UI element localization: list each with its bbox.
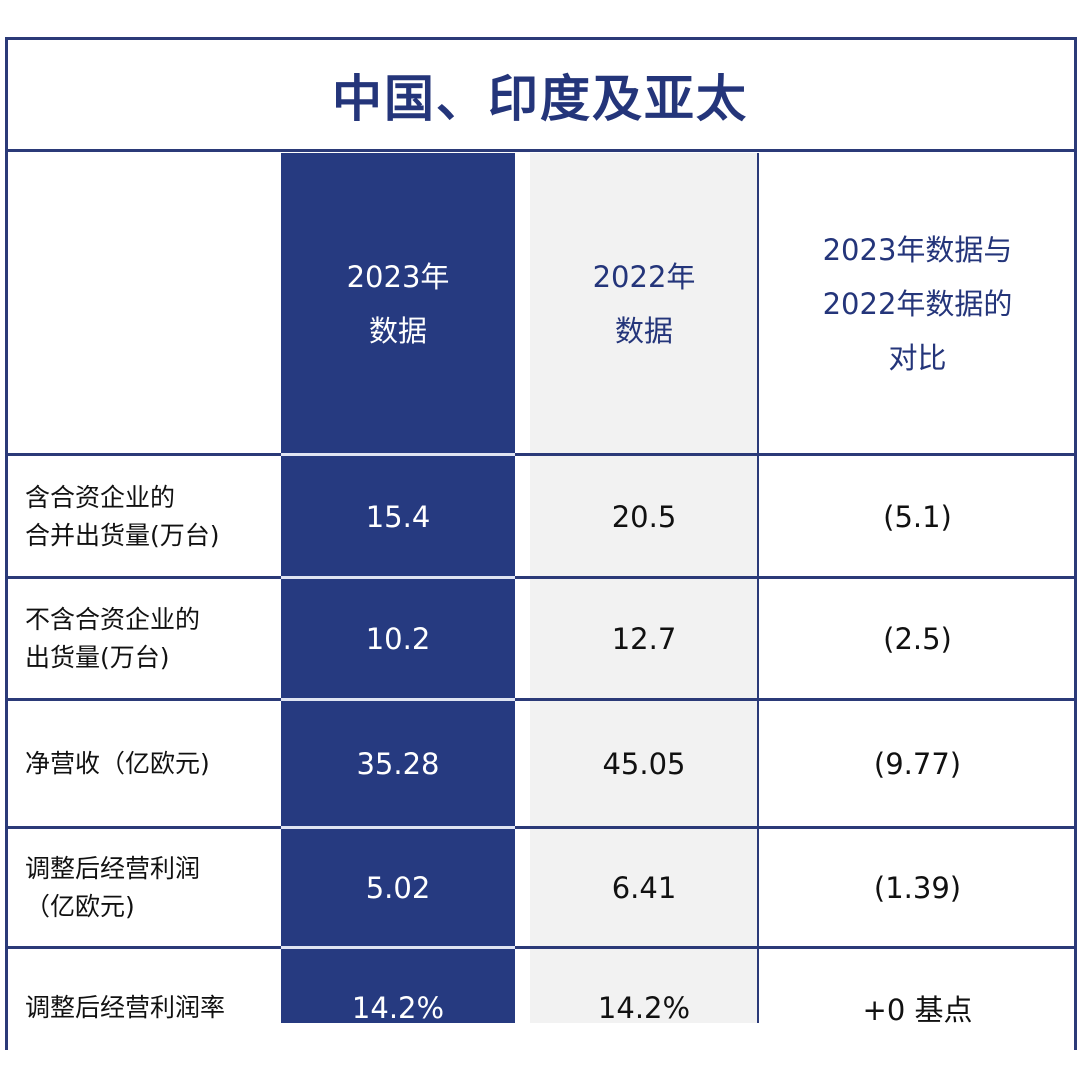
value-2022: 12.7 bbox=[611, 622, 677, 656]
header-line: 数据 bbox=[614, 314, 673, 348]
row-label: 净营收（亿欧元) bbox=[5, 700, 281, 828]
row-label-line: 合并出货量(万台) bbox=[25, 520, 220, 550]
value-2023: 35.28 bbox=[356, 747, 440, 781]
header-line: 2022年数据的 bbox=[822, 287, 1013, 321]
header-line: 2023年 bbox=[346, 260, 450, 294]
header-line: 2023年数据与 bbox=[822, 233, 1013, 267]
row-divider bbox=[5, 826, 1075, 829]
value-diff: (5.1) bbox=[883, 499, 952, 534]
row-divider bbox=[281, 453, 515, 456]
divider bbox=[757, 153, 759, 1023]
row-label-line: 含合资企业的 bbox=[25, 482, 176, 512]
value-2022: 45.05 bbox=[602, 747, 686, 781]
value-2022: 6.41 bbox=[611, 871, 677, 905]
table-frame bbox=[5, 37, 1077, 1050]
header-comparison: 2023年数据与 2022年数据的 对比 bbox=[760, 153, 1075, 455]
row-divider bbox=[281, 826, 515, 829]
row-label: 调整后经营利润 （亿欧元) bbox=[5, 828, 281, 948]
row-divider bbox=[281, 946, 515, 949]
header-line: 2022年 bbox=[592, 260, 696, 294]
row-label: 不含合资企业的 出货量(万台) bbox=[5, 578, 281, 700]
row-label-line: 出货量(万台) bbox=[25, 643, 170, 672]
row-label-line: 调整后经营利润率 bbox=[25, 993, 226, 1022]
row-label: 调整后经营利润率 bbox=[5, 948, 281, 1068]
column-2022-background bbox=[530, 153, 758, 1023]
column-2023-background bbox=[281, 153, 515, 1023]
value-diff: (1.39) bbox=[873, 871, 962, 905]
row-divider bbox=[5, 698, 1075, 701]
value-diff: (2.5) bbox=[883, 622, 952, 656]
table-title: 中国、印度及亚太 bbox=[332, 70, 748, 128]
row-divider bbox=[281, 698, 515, 701]
row-label-line: 调整后经营利润 bbox=[25, 854, 201, 883]
row-divider bbox=[281, 576, 515, 579]
value-2023: 5.02 bbox=[365, 871, 431, 905]
divider bbox=[5, 149, 1075, 152]
row-label-line: 不含合资企业的 bbox=[25, 605, 201, 634]
value-2022: 20.5 bbox=[611, 499, 677, 534]
row-label-line: 净营收（亿欧元) bbox=[25, 749, 210, 778]
value-diff: (9.77) bbox=[873, 747, 962, 781]
header-2022: 2022年数据 bbox=[530, 153, 758, 455]
value-2022: 14.2% bbox=[597, 991, 691, 1025]
row-label: 含合资企业的合并出货量(万台) bbox=[5, 455, 281, 578]
row-divider bbox=[5, 453, 1075, 456]
value-2023: 10.2 bbox=[365, 622, 431, 656]
value-2023: 15.4 bbox=[365, 499, 431, 534]
header-line: 数据 bbox=[368, 314, 427, 348]
header-2023: 2023年数据 bbox=[281, 153, 515, 455]
row-divider bbox=[5, 576, 1075, 579]
row-divider bbox=[5, 946, 1075, 949]
value-diff: +0 基点 bbox=[862, 993, 973, 1027]
header-line: 对比 bbox=[888, 341, 947, 375]
row-label-line: （亿欧元) bbox=[25, 892, 135, 921]
value-2023: 14.2% bbox=[351, 991, 445, 1025]
